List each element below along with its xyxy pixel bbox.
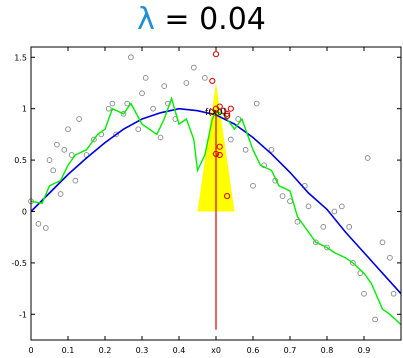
data-point	[61, 146, 68, 153]
x-axis-ticks: 0 0.1 0.2 0.3 0.4 x0 0.6 0.7 0.8 0.9	[28, 47, 370, 355]
data-point	[279, 193, 286, 199]
highlighted-point	[209, 108, 216, 115]
y-tick-label: 0	[22, 207, 27, 216]
data-point	[150, 105, 156, 112]
highlighted-point	[212, 51, 220, 58]
data-point	[390, 290, 397, 297]
data-point	[57, 191, 64, 197]
data-point	[109, 100, 116, 107]
x-tick-label: 0.8	[321, 346, 334, 355]
data-point	[105, 105, 112, 112]
data-point	[250, 182, 256, 189]
data-point	[183, 80, 190, 86]
x-tick-label: 0.1	[62, 346, 75, 355]
data-point	[124, 100, 131, 107]
data-point	[338, 203, 345, 210]
data-point	[190, 64, 197, 71]
lambda-value: = 0.04	[164, 2, 266, 37]
data-point	[235, 116, 242, 122]
data-point	[135, 126, 142, 133]
data-point	[357, 270, 364, 277]
data-point	[161, 83, 168, 89]
data-point	[128, 54, 134, 61]
x-tick-label: 0.4	[173, 346, 186, 355]
data-point	[46, 157, 53, 163]
highlighted-point	[212, 150, 220, 158]
y-axis-ticks: 1.5 1 0.5 0 -0.5 -1	[11, 53, 401, 319]
data-point	[268, 146, 275, 153]
highlighted-point	[209, 77, 216, 85]
highlighted-point	[224, 112, 231, 119]
y-tick-label: 1	[22, 105, 27, 114]
data-point	[324, 244, 330, 251]
highlighted-point	[216, 103, 223, 110]
x-tick-label: 0	[28, 346, 33, 355]
highlighted-point	[220, 107, 227, 114]
data-point	[313, 239, 319, 246]
highlighted-point	[227, 105, 234, 112]
data-point	[372, 316, 378, 323]
highlighted-point	[216, 151, 223, 159]
highlighted-points	[209, 51, 234, 200]
data-point	[346, 224, 353, 230]
data-point	[76, 116, 82, 122]
data-point	[253, 100, 260, 107]
data-point	[331, 208, 338, 215]
highlighted-point	[224, 192, 231, 200]
x-tick-label: x0	[211, 346, 221, 355]
data-point	[65, 126, 71, 133]
data-point	[54, 141, 60, 148]
x-tick-label: 0.3	[136, 346, 149, 355]
y-tick-label: -0.5	[11, 259, 27, 268]
local-estimate-curve	[30, 96, 402, 326]
x-tick-label: 0.2	[99, 346, 112, 355]
data-point	[91, 136, 97, 143]
y-tick-label: 0.5	[14, 156, 27, 165]
x-tick-label: 0.7	[284, 346, 297, 355]
data-point	[72, 177, 79, 184]
data-point	[364, 155, 371, 161]
highlighted-point	[224, 110, 231, 117]
data-point	[305, 203, 312, 210]
lambda-symbol: λ	[137, 2, 155, 37]
highlighted-point	[216, 143, 223, 150]
y-tick-label: 1.5	[14, 53, 27, 62]
data-point	[113, 131, 119, 138]
data-point	[68, 152, 75, 158]
x-tick-label: 0.9	[358, 346, 371, 355]
data-point	[379, 239, 386, 246]
data-point	[50, 167, 57, 174]
y-tick-label: -1	[19, 310, 27, 319]
data-point	[202, 74, 208, 81]
data-point	[387, 254, 393, 261]
data-point	[294, 218, 301, 225]
fx0-annotation: f(x0)	[205, 108, 226, 118]
data-point	[35, 220, 42, 227]
data-point	[350, 260, 356, 266]
data-point	[139, 90, 145, 97]
data-point	[361, 290, 367, 297]
data-point	[242, 146, 249, 153]
data-point	[42, 225, 49, 231]
data-point	[142, 74, 149, 81]
chart-title: λ = 0.04	[0, 0, 403, 40]
data-point	[320, 224, 327, 230]
data-point	[120, 110, 127, 117]
data-point	[227, 136, 234, 143]
data-point	[157, 134, 164, 141]
x-tick-label: 0.6	[247, 346, 260, 355]
data-point	[287, 198, 293, 205]
plot-area: f(x0)	[28, 51, 402, 330]
